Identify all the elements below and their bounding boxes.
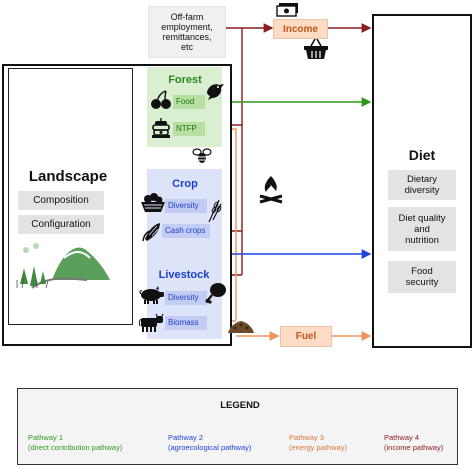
- cow-icon: [138, 313, 164, 332]
- fuel-box: Fuel: [280, 326, 332, 347]
- legend-pathway-3: Pathway 3 (energy pathway): [289, 433, 379, 453]
- legend-pathway-2-name: Pathway 2: [168, 433, 204, 442]
- diet-quality-nutrition: Diet quality and nutrition: [388, 207, 456, 251]
- cherries-icon: [151, 90, 171, 109]
- legend-pathway-2-desc: (agroecological pathway): [168, 443, 252, 452]
- income-box: Income: [273, 19, 328, 39]
- diet-food-security: Food security: [388, 261, 456, 293]
- legend-pathway-4-name: Pathway 4: [384, 433, 420, 442]
- crop-title: Crop: [172, 178, 198, 190]
- legend-pathway-4: Pathway 4 (income pathway): [384, 433, 456, 453]
- woodpile-icon: [228, 321, 254, 333]
- fire-icon: [259, 176, 283, 204]
- off-farm-line-1: Off-farm: [170, 12, 204, 22]
- off-farm-line-2: employment,: [161, 22, 213, 32]
- crop-diversity: Diversity: [165, 199, 207, 213]
- landscape-title: Landscape: [28, 168, 108, 185]
- forest-food: Food: [173, 95, 205, 109]
- beehive-icon: [152, 118, 170, 138]
- diet-item-line: nutrition: [405, 234, 439, 246]
- diet-title: Diet: [408, 147, 436, 163]
- livestock-title: Livestock: [158, 269, 210, 281]
- bird-icon: [207, 84, 224, 100]
- landscape-composition: Composition: [18, 191, 104, 210]
- crop-cash-crops: Cash crops: [162, 224, 210, 238]
- off-farm-line-4: etc: [180, 42, 193, 52]
- legend-pathway-3-name: Pathway 3: [289, 433, 325, 442]
- money-icon: [276, 3, 298, 17]
- diet-dietary-diversity: Dietary diversity: [388, 170, 456, 200]
- forest-ntfp: NTFP: [173, 122, 205, 136]
- landscape-configuration: Configuration: [18, 215, 104, 234]
- legend-pathway-3-desc: (energy pathway): [289, 443, 347, 452]
- pig-icon: [139, 286, 164, 304]
- legend-title: LEGEND: [220, 399, 260, 411]
- wheat-icon: [208, 199, 222, 223]
- legend-pathway-1-desc: (direct contribution pathway): [28, 443, 123, 452]
- off-farm-box: Off-farm employment, remittances, etc: [148, 6, 226, 58]
- legend-pathway-1: Pathway 1 (direct contribution pathway): [28, 433, 158, 453]
- legend-pathway-2: Pathway 2 (agroecological pathway): [168, 433, 283, 453]
- legend-pathway-1-name: Pathway 1: [28, 433, 64, 442]
- diet-item-line: Food: [411, 266, 433, 277]
- bee-icon: [192, 148, 212, 163]
- legend-box: [17, 388, 458, 465]
- diet-item-line: Diet quality: [398, 212, 446, 224]
- diet-item-line: diversity: [404, 185, 440, 196]
- diet-item-line: Dietary: [406, 174, 438, 185]
- legend-pathway-4-desc: (income pathway): [384, 443, 444, 452]
- meat-icon: [205, 283, 226, 304]
- forest-title: Forest: [168, 74, 202, 86]
- livestock-biomass: Biomass: [165, 316, 207, 330]
- fruit-basket-icon: [141, 193, 165, 212]
- corn-icon: [142, 223, 160, 242]
- landscape-illustration: [16, 243, 110, 289]
- diet-item-line: security: [405, 277, 439, 288]
- off-farm-line-3: remittances,: [162, 32, 212, 42]
- livestock-diversity: Diversity: [165, 291, 207, 305]
- shopping-basket-icon: [304, 38, 328, 59]
- diet-item-line: and: [414, 223, 430, 235]
